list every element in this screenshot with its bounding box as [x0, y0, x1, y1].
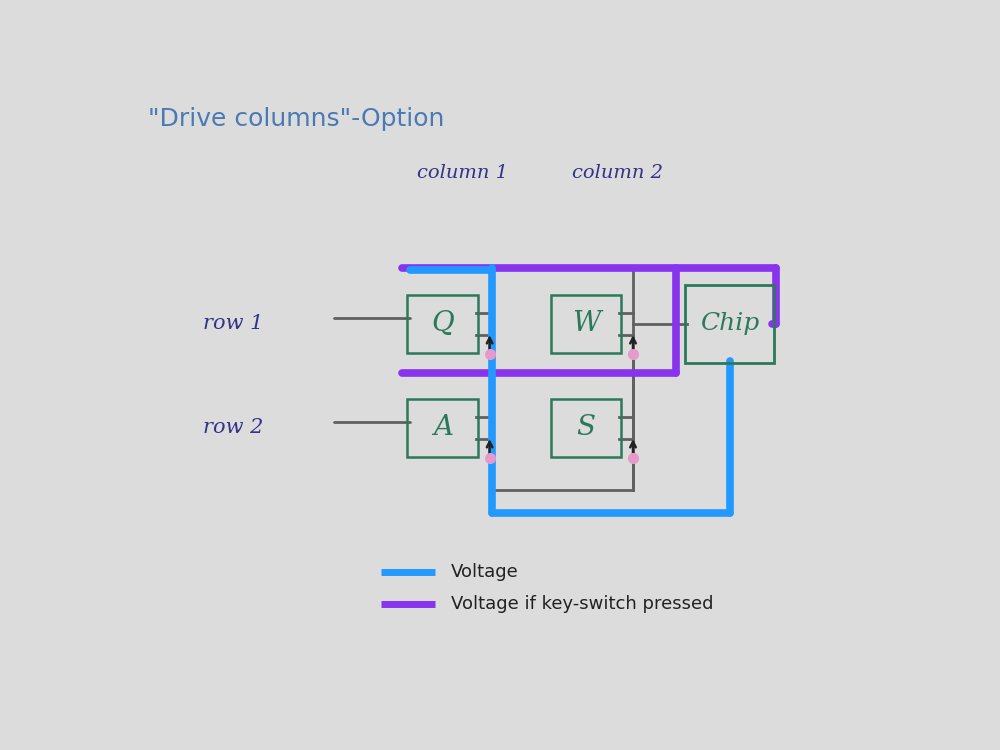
- Text: Q: Q: [431, 310, 454, 338]
- Text: W: W: [572, 310, 600, 338]
- Text: S: S: [577, 414, 596, 441]
- Text: A: A: [433, 414, 453, 441]
- Text: Voltage if key-switch pressed: Voltage if key-switch pressed: [451, 595, 713, 613]
- Text: Voltage: Voltage: [451, 563, 518, 581]
- Text: Chip: Chip: [700, 313, 759, 335]
- Text: column 1: column 1: [417, 164, 508, 182]
- Text: row 1: row 1: [203, 314, 264, 334]
- Text: row 2: row 2: [203, 419, 264, 437]
- Text: "Drive columns"-Option: "Drive columns"-Option: [148, 107, 445, 131]
- Text: column 2: column 2: [572, 164, 663, 182]
